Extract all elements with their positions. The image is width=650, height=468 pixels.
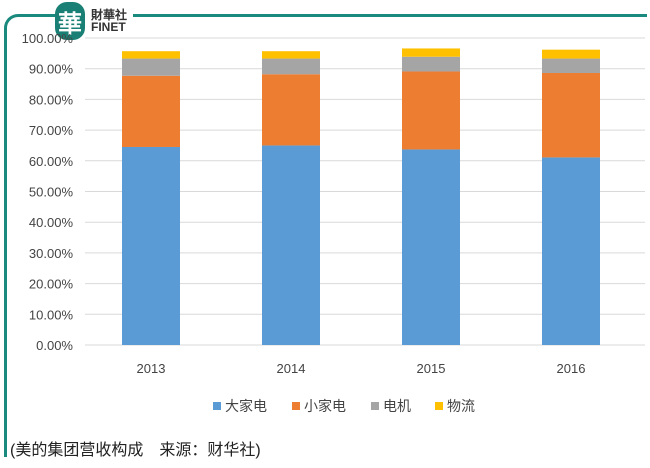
finet-logo: 華 財華社 FINET (55, 2, 134, 40)
x-tick-label: 2014 (277, 361, 306, 376)
y-tick-label: 100.00% (22, 31, 74, 46)
bar-segment-2013-电机 (122, 58, 180, 76)
frame-border (4, 14, 647, 457)
logo-text: 財華社 FINET (91, 8, 128, 34)
x-tick-label: 2015 (417, 361, 446, 376)
bar-segment-2015-物流 (402, 48, 460, 57)
logo-mark: 華 (55, 2, 85, 40)
bar-segment-2015-大家电 (402, 149, 460, 345)
y-tick-label: 90.00% (29, 62, 74, 77)
y-tick-label: 40.00% (29, 215, 74, 230)
y-tick-label: 30.00% (29, 246, 74, 261)
bar-segment-2014-电机 (262, 58, 320, 75)
bar-segment-2015-电机 (402, 56, 460, 72)
legend-swatch (371, 402, 379, 410)
bar-segment-2016-物流 (542, 49, 600, 59)
y-tick-label: 60.00% (29, 154, 74, 169)
legend-label: 大家电 (225, 398, 267, 414)
legend-swatch (292, 402, 300, 410)
legend-label: 物流 (447, 398, 475, 414)
y-tick-label: 20.00% (29, 277, 74, 292)
y-tick-label: 80.00% (29, 92, 74, 107)
bar-segment-2013-大家电 (122, 146, 180, 345)
bar-segment-2016-大家电 (542, 157, 600, 345)
bar-segment-2014-小家电 (262, 74, 320, 146)
y-tick-label: 10.00% (29, 307, 74, 322)
legend-swatch (213, 402, 221, 410)
bar-segment-2014-大家电 (262, 145, 320, 345)
bar-segment-2013-小家电 (122, 75, 180, 147)
bar-segment-2016-小家电 (542, 72, 600, 158)
bar-segment-2014-物流 (262, 51, 320, 59)
bar-segment-2016-电机 (542, 58, 600, 73)
legend-label: 小家电 (304, 398, 346, 414)
bar-segment-2013-物流 (122, 51, 180, 59)
caption: (美的集团营收构成 来源：财华社) (10, 442, 261, 459)
y-tick-label: 50.00% (29, 185, 74, 200)
legend-swatch (435, 402, 443, 410)
y-tick-label: 70.00% (29, 123, 74, 138)
x-tick-label: 2013 (137, 361, 166, 376)
bar-segment-2015-小家电 (402, 71, 460, 150)
legend-label: 电机 (383, 398, 411, 414)
x-tick-label: 2016 (557, 361, 586, 376)
y-tick-label: 0.00% (36, 338, 73, 353)
